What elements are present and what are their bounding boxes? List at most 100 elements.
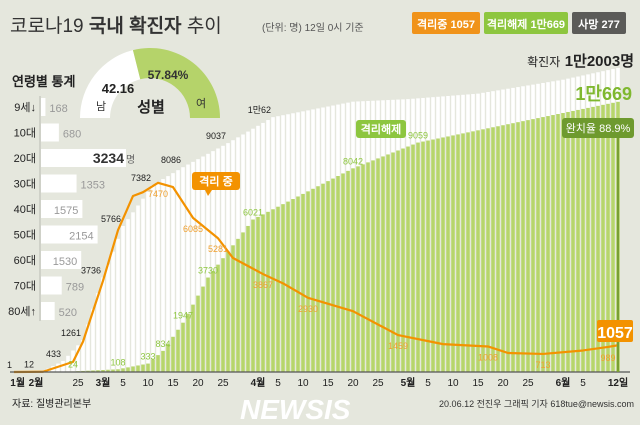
released-bar — [321, 183, 325, 372]
x-tick-label: 10 — [142, 378, 154, 389]
data-label: 3730 — [198, 266, 218, 276]
age-value: 2154 — [69, 231, 93, 243]
confirmed-total-value: 1만2003명 — [565, 52, 634, 70]
released-bar — [266, 211, 270, 372]
released-bar — [421, 141, 425, 372]
released-bar — [246, 225, 250, 372]
released-bar — [556, 114, 560, 372]
badge-isolating: 격리중 1057 — [417, 17, 475, 31]
released-bar — [461, 133, 465, 372]
released-bar — [336, 175, 340, 372]
confirmed-bar — [201, 156, 205, 372]
released-callout-bg — [356, 120, 406, 138]
x-tick-label: 15 — [167, 378, 179, 389]
data-label: 1261 — [61, 328, 81, 338]
bars-layer — [13, 68, 620, 373]
recovery-rate-badge: 완치율 88.9% — [566, 122, 631, 135]
released-bar — [496, 126, 500, 372]
released-bar — [371, 160, 375, 372]
gender-male-pct: 42.16 — [102, 81, 135, 96]
confirmed-bar — [146, 191, 150, 372]
released-bar — [191, 304, 195, 372]
released-bar — [551, 115, 555, 372]
confirmed-bar — [186, 164, 190, 372]
released-bar — [241, 232, 245, 372]
gender-female-pct: 57.84% — [148, 68, 189, 82]
x-tick-label: 5 — [580, 378, 586, 389]
released-bar — [591, 106, 595, 373]
confirmed-bar — [81, 340, 85, 372]
x-tick-label: 10 — [447, 378, 459, 389]
age-value: 1353 — [81, 180, 105, 192]
released-bar — [136, 365, 140, 372]
released-bar — [416, 142, 420, 372]
age-value: 520 — [59, 307, 77, 319]
confirmed-bar — [101, 277, 105, 372]
released-bar — [531, 119, 535, 373]
age-label: 40대 — [14, 203, 36, 216]
data-label: 7382 — [131, 173, 151, 183]
age-label: 70대 — [14, 280, 36, 293]
released-bar — [586, 107, 590, 372]
released-bar — [466, 132, 470, 372]
released-bar — [316, 186, 320, 372]
badge-deaths: 사망 277 — [578, 17, 620, 31]
x-tick-label: 15 — [322, 378, 334, 389]
age-bar — [41, 302, 55, 320]
released-bar — [236, 238, 240, 372]
gender-male-arc — [80, 50, 141, 118]
confirmed-bar — [126, 219, 130, 372]
age-bar — [41, 276, 62, 295]
released-bar — [361, 164, 365, 372]
data-label: 108 — [110, 357, 125, 367]
released-bar — [181, 322, 185, 372]
released-bar — [141, 364, 145, 372]
isolation-line-layer — [13, 181, 619, 374]
age-label: 10대 — [14, 127, 36, 140]
isolation-line — [13, 181, 619, 374]
released-total: 1만669 — [575, 84, 632, 104]
age-stats-bars: 9세↓ 168 10대 680 20대 3234 명 30대 1353 40대 1575 50대 215… — [8, 98, 135, 320]
status-badges: 격리중 1057 격리해제 1만669 사망 277 — [412, 12, 626, 34]
x-tick-label: 6월 — [556, 377, 571, 389]
x-tick-label: 20 — [497, 378, 509, 389]
data-label: 433 — [46, 349, 61, 359]
isolating-total: 1057 — [597, 325, 633, 342]
age-bar — [41, 123, 59, 142]
released-bar — [476, 130, 480, 372]
age-value: 789 — [66, 282, 84, 294]
age-bar — [41, 225, 98, 244]
x-tick-label: 12일 — [608, 376, 628, 389]
x-tick-label: 5 — [275, 378, 281, 389]
data-label: 9037 — [206, 131, 226, 141]
released-bar — [391, 152, 395, 372]
isolating-callout-pointer — [205, 190, 212, 196]
confirmed-bar — [136, 205, 140, 372]
released-bar — [251, 219, 255, 372]
released-bar — [431, 139, 435, 372]
age-unit: 명 — [126, 154, 135, 166]
age-value: 680 — [63, 129, 81, 141]
title-bold: 국내 확진자 — [89, 14, 182, 37]
released-bar — [216, 264, 220, 372]
released-bar — [306, 191, 310, 372]
released-bar — [451, 135, 455, 372]
age-bar — [41, 149, 126, 167]
released-bar — [386, 154, 390, 372]
released-bar — [471, 131, 475, 372]
released-bar — [281, 204, 285, 372]
age-stats-title: 연령별 통계 — [12, 74, 75, 89]
data-label: 1947 — [173, 311, 193, 321]
released-bar — [131, 366, 135, 372]
confirmed-bar — [86, 324, 90, 372]
released-bar — [111, 369, 115, 372]
badge-released: 격리해제 1만669 — [487, 17, 565, 31]
released-bar — [561, 112, 565, 372]
confirmed-total: 확진자 1만2003명 — [527, 52, 634, 70]
released-bar — [441, 137, 445, 372]
released-bar — [196, 295, 200, 372]
x-tick-label: 5월 — [401, 377, 416, 389]
released-bar — [91, 370, 95, 372]
confirmed-bar — [141, 198, 145, 372]
